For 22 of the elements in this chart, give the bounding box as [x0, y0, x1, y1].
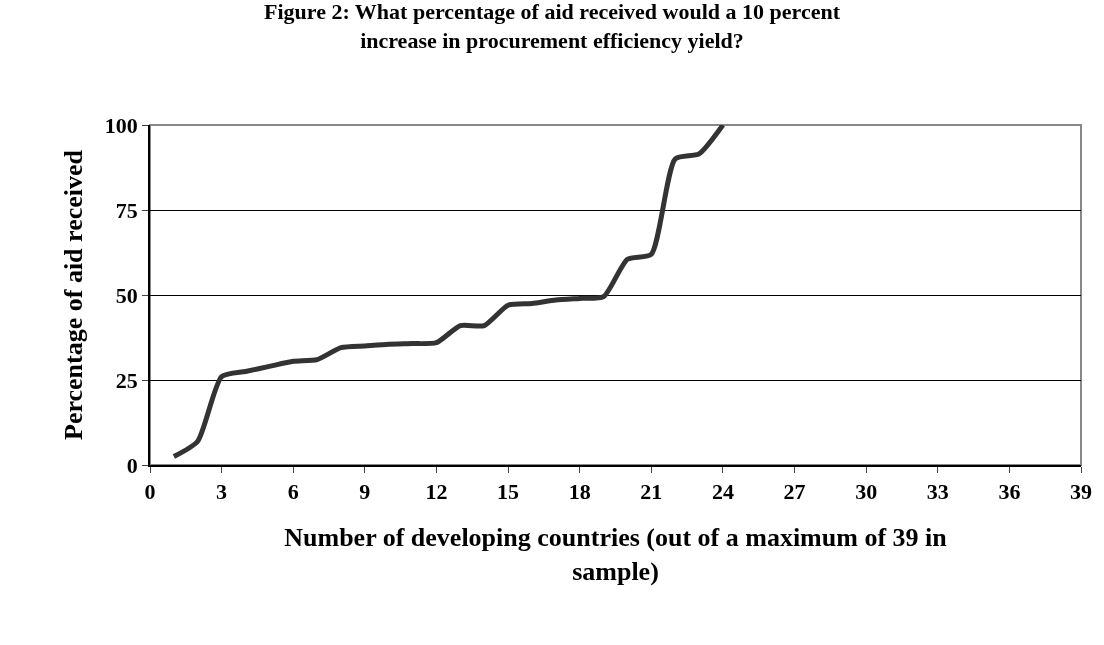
x-tick-label: 0 [144, 479, 156, 505]
y-tick-label: 100 [104, 112, 138, 138]
x-tick-label: 15 [497, 479, 520, 505]
x-tick-label: 30 [855, 479, 878, 505]
y-tick-label: 0 [126, 452, 138, 478]
x-tick-label: 39 [1070, 479, 1092, 505]
x-axis-title: Number of developing countries (out of a maximum of 39 in sample) [284, 523, 948, 587]
x-tick-label: 33 [926, 479, 949, 505]
y-tick-label: 75 [115, 197, 138, 223]
y-tick-label: 25 [115, 367, 138, 393]
x-tick-label: 24 [711, 479, 734, 505]
x-tick-label: 21 [640, 479, 663, 505]
y-axis-title: Percentage of aid received [58, 149, 88, 440]
chart-title: Figure 2: What percentage of aid received would a 10 percent increase in procurement efficiency yield? [263, 0, 841, 53]
x-tick-label: 3 [216, 479, 228, 505]
x-tick-label: 27 [783, 479, 806, 505]
x-tick-label: 12 [425, 479, 448, 505]
x-tick-label: 9 [359, 479, 371, 505]
x-tick-label: 6 [287, 479, 299, 505]
x-tick-label: 36 [998, 479, 1021, 505]
y-tick-label: 50 [115, 282, 138, 308]
x-tick-label: 18 [568, 479, 591, 505]
